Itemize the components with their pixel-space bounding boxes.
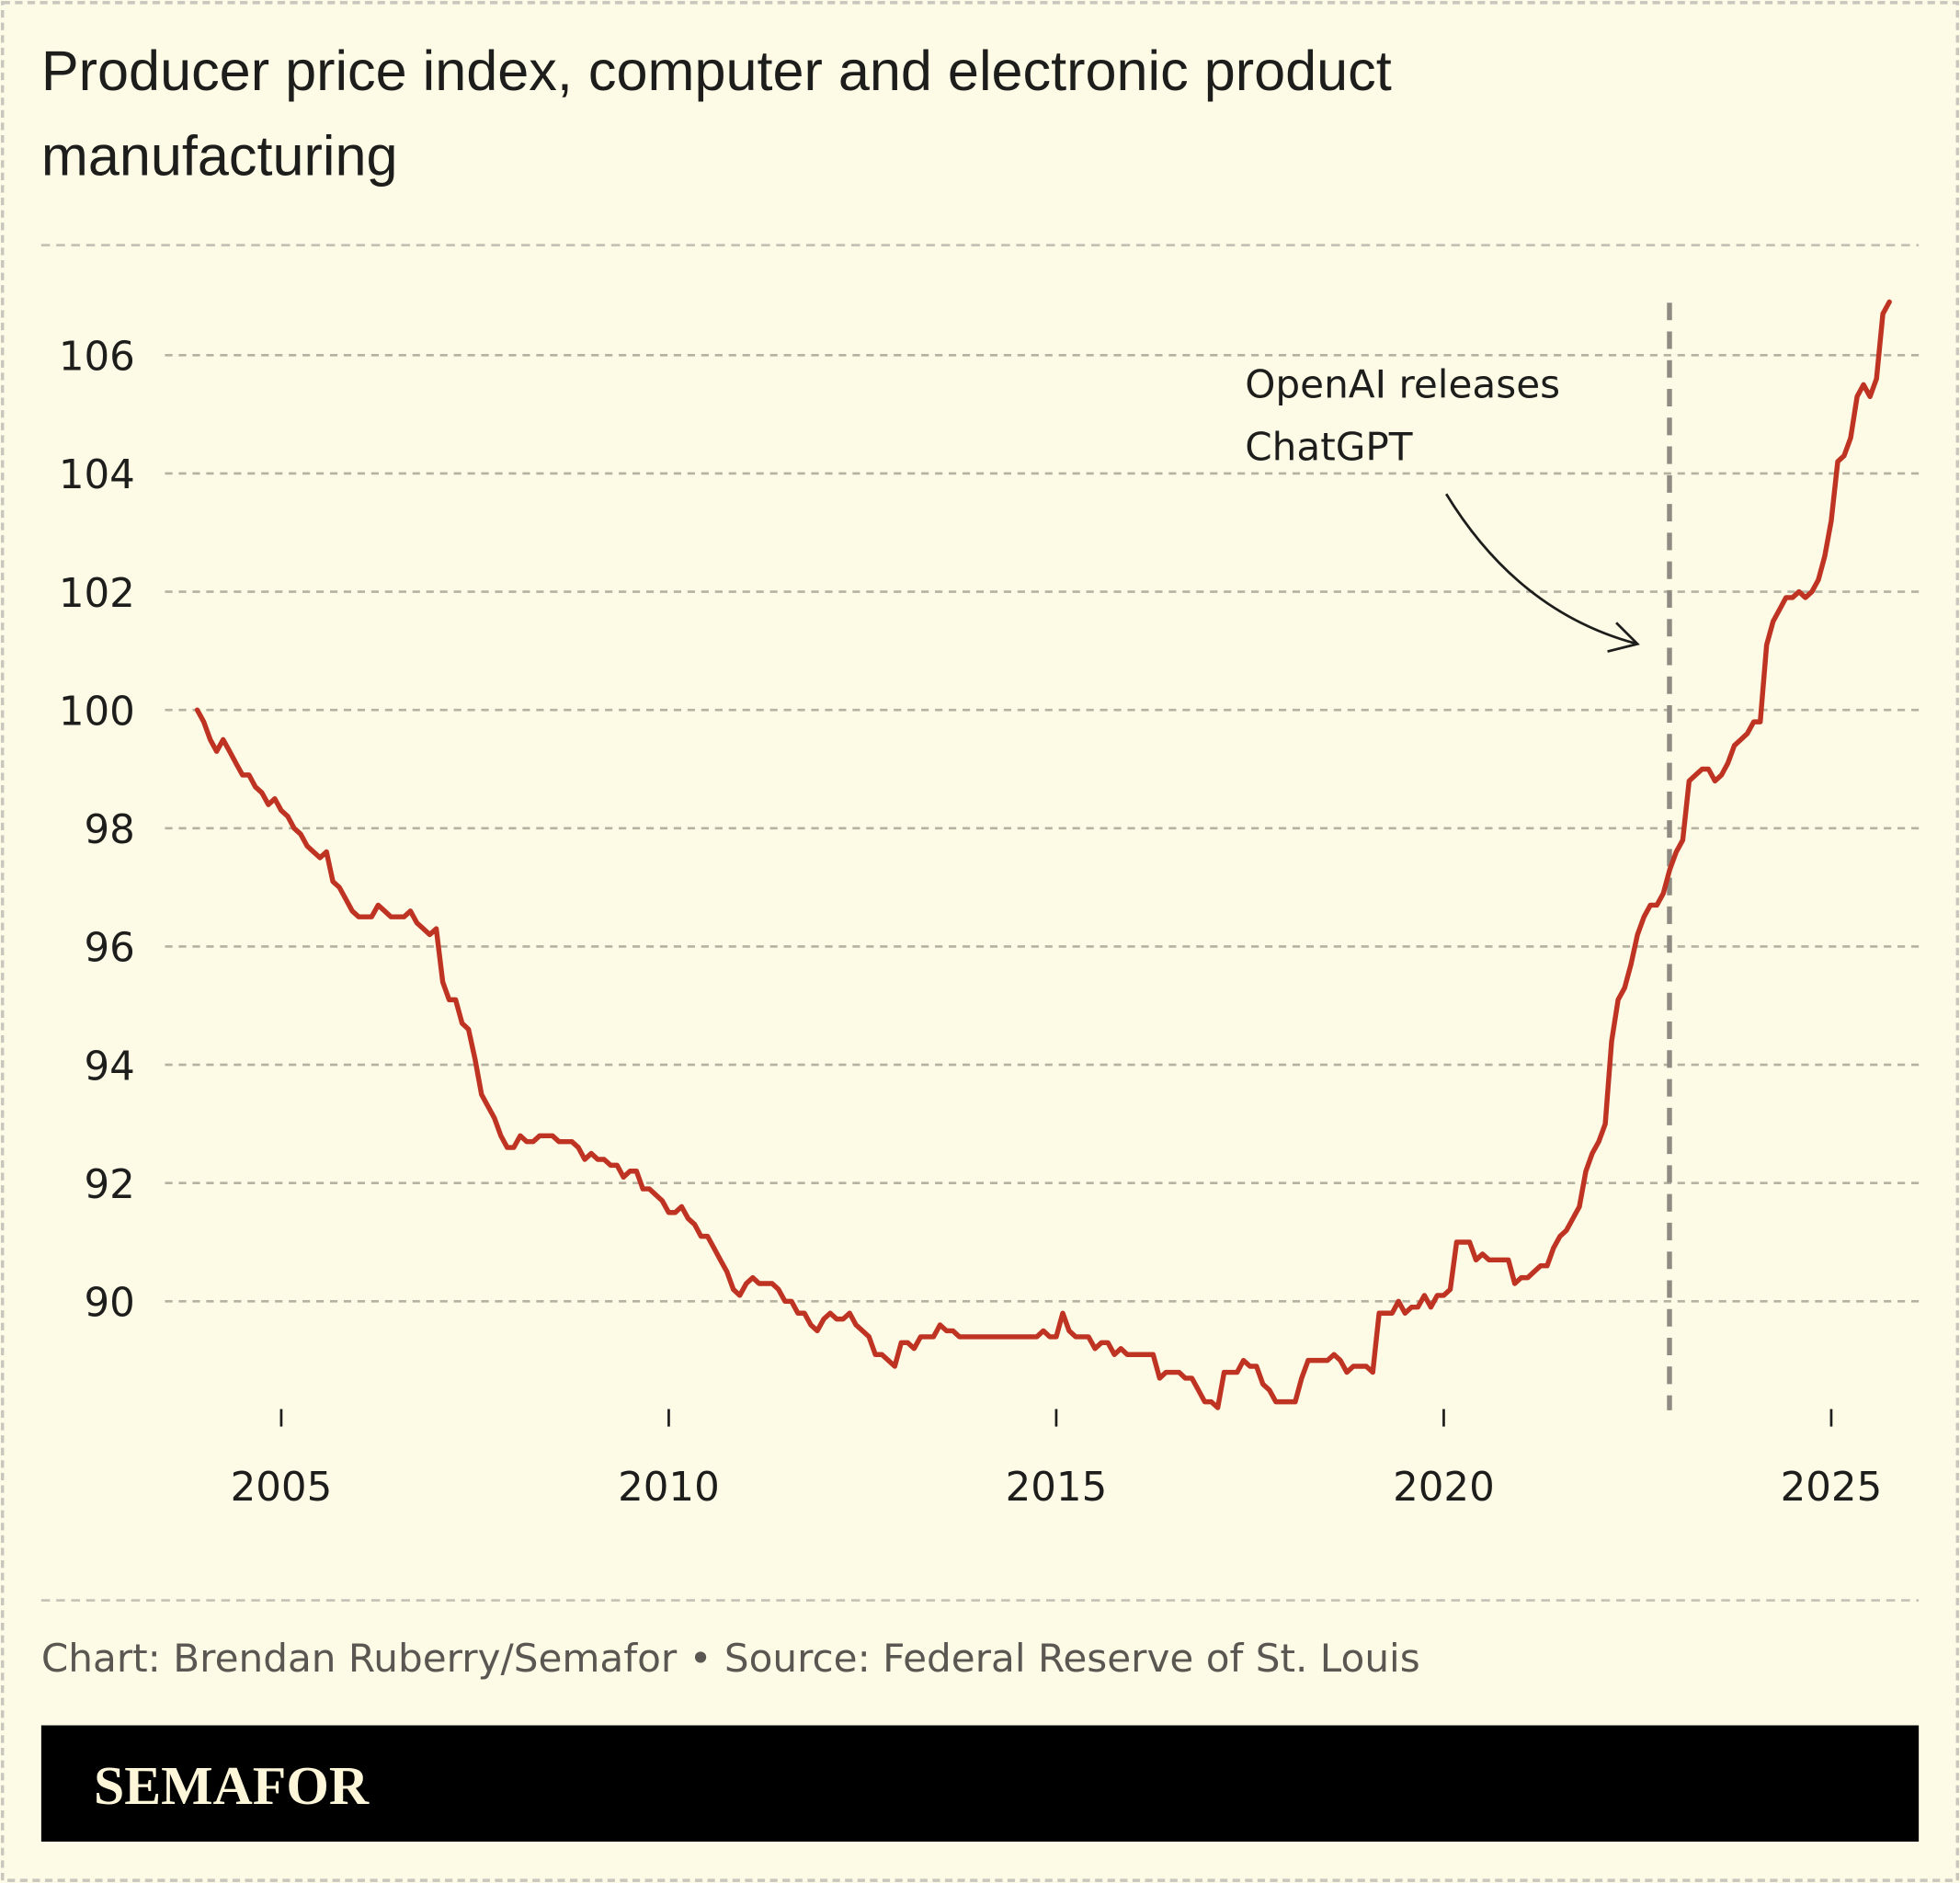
x-tick-label: 2025 <box>1781 1465 1883 1511</box>
y-tick-label: 104 <box>59 452 135 498</box>
y-tick-label: 94 <box>84 1044 134 1090</box>
annotation-arrowhead <box>1607 622 1640 653</box>
annotation-arrow <box>1445 493 1638 645</box>
y-axis: 90 92 94 96 98 100 102 104 106 <box>59 335 135 1327</box>
annotation-line2: ChatGPT <box>1245 425 1413 470</box>
y-tick-label: 106 <box>59 335 135 381</box>
x-tick-label: 2015 <box>1006 1465 1108 1511</box>
annotation-line1: OpenAI releases <box>1245 362 1560 407</box>
y-tick-label: 102 <box>59 571 135 617</box>
x-tick-label: 2010 <box>618 1465 720 1511</box>
y-tick-label: 98 <box>84 807 134 853</box>
chart-title-line2: manufacturing <box>41 125 398 188</box>
x-tick-label: 2005 <box>231 1465 333 1511</box>
y-tick-label: 92 <box>84 1162 134 1208</box>
source-credit: Chart: Brendan Ruberry/Semafor • Source:… <box>41 1636 1420 1681</box>
series-line-ppi <box>194 299 1892 1410</box>
semafor-logo: SEMAFOR <box>94 1755 370 1816</box>
gridlines <box>165 353 1920 1303</box>
footer-bar <box>40 1725 1920 1842</box>
y-tick-label: 90 <box>84 1281 134 1327</box>
x-axis: 2005 2010 2015 2020 2025 <box>231 1409 1883 1511</box>
x-tick-label: 2020 <box>1393 1465 1495 1511</box>
y-tick-label: 100 <box>59 690 135 736</box>
y-tick-label: 96 <box>84 926 134 972</box>
chart-title-line1: Producer price index, computer and elect… <box>41 40 1392 102</box>
